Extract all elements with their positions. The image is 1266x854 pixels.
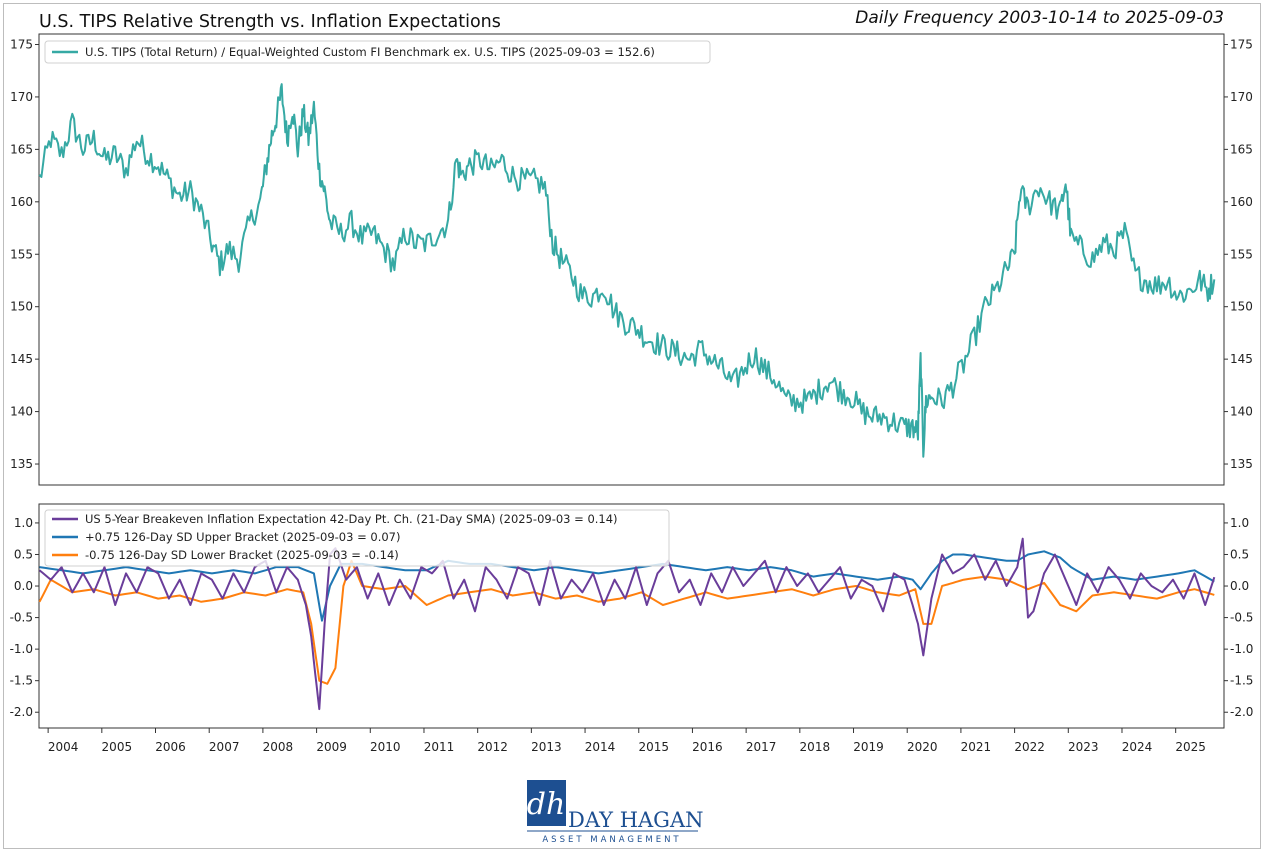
xtick-label: 2025 bbox=[1175, 740, 1206, 754]
top-ytick-left-label: 145 bbox=[10, 352, 33, 366]
x-axis: 2004 2005 2006 2007 2008 2009 2010 2011 2012 2013… bbox=[47, 728, 1206, 754]
xtick-label: 2023 bbox=[1068, 740, 1099, 754]
legend-label-tips: U.S. TIPS (Total Return) / Equal-Weighte… bbox=[85, 45, 655, 59]
top-legend-box bbox=[44, 40, 711, 64]
top-ytick-left-label: 155 bbox=[10, 247, 33, 261]
xtick-label: 2014 bbox=[585, 740, 616, 754]
bottom-ytick-left-label: -1.0 bbox=[10, 642, 33, 656]
xtick-label: 2012 bbox=[477, 740, 508, 754]
legend-label-breakeven: US 5-Year Breakeven Inflation Expectatio… bbox=[85, 512, 618, 526]
top-y-axis: 135 135 140 140 145 145 150 150 155 155 160 160 165 1… bbox=[10, 37, 1253, 471]
bottom-ytick-left-label: 0.0 bbox=[14, 579, 33, 593]
day-hagan-logo: dh DAY HAGAN ASSET MANAGEMENT bbox=[527, 780, 704, 845]
legend-label-upper: +0.75 126-Day SD Upper Bracket (2025-09-… bbox=[85, 530, 400, 544]
top-ytick-left-label: 140 bbox=[10, 405, 33, 419]
top-ytick-right-label: 150 bbox=[1230, 300, 1253, 314]
top-ytick-right-label: 140 bbox=[1230, 405, 1253, 419]
top-ytick-right-label: 160 bbox=[1230, 195, 1253, 209]
top-ytick-right-label: 135 bbox=[1230, 457, 1253, 471]
bottom-legend-box bbox=[44, 509, 670, 567]
xtick-label: 2013 bbox=[531, 740, 562, 754]
bottom-ytick-left-label: 0.5 bbox=[14, 547, 33, 561]
bottom-panel-frame bbox=[38, 503, 1225, 729]
chart-frame bbox=[3, 3, 1261, 849]
bottom-ytick-right-label: 0.0 bbox=[1230, 579, 1249, 593]
xtick-label: 2016 bbox=[692, 740, 723, 754]
logo-name: DAY HAGAN bbox=[568, 808, 704, 832]
top-ytick-left-label: 170 bbox=[10, 90, 33, 104]
legend-label-lower: -0.75 126-Day SD Lower Bracket (2025-09-… bbox=[85, 548, 399, 562]
bottom-ytick-right-label: 0.5 bbox=[1230, 547, 1249, 561]
xtick-label: 2009 bbox=[316, 740, 347, 754]
top-ytick-left-label: 175 bbox=[10, 37, 33, 51]
bottom-y-axis: -2.0 -2.0 -1.5 -1.5 -1.0 -1.0 -0.5 -0.5 0.0 0.0 0.… bbox=[10, 516, 1254, 719]
logo-tagline: ASSET MANAGEMENT bbox=[542, 835, 681, 845]
bottom-ytick-left-label: -1.5 bbox=[10, 674, 33, 688]
xtick-label: 2015 bbox=[638, 740, 669, 754]
bottom-ytick-left-label: -2.0 bbox=[10, 705, 33, 719]
xtick-label: 2004 bbox=[48, 740, 79, 754]
top-ytick-left-label: 135 bbox=[10, 457, 33, 471]
top-ytick-left-label: 160 bbox=[10, 195, 33, 209]
xtick-label: 2006 bbox=[155, 740, 186, 754]
top-ytick-right-label: 175 bbox=[1230, 37, 1253, 51]
top-legend: U.S. TIPS (Total Return) / Equal-Weighte… bbox=[44, 40, 711, 64]
top-ytick-right-label: 165 bbox=[1230, 142, 1253, 156]
bottom-ytick-right-label: -2.0 bbox=[1230, 705, 1253, 719]
bottom-ytick-left-label: -0.5 bbox=[10, 611, 33, 625]
breakeven-line bbox=[38, 537, 1216, 711]
top-panel-frame bbox=[38, 33, 1225, 486]
xtick-label: 2021 bbox=[961, 740, 992, 754]
top-ytick-right-label: 145 bbox=[1230, 352, 1253, 366]
xtick-label: 2008 bbox=[263, 740, 294, 754]
xtick-label: 2018 bbox=[800, 740, 831, 754]
chart-subtitle: Daily Frequency 2003-10-14 to 2025-09-03 bbox=[855, 8, 1224, 28]
xtick-label: 2022 bbox=[1014, 740, 1045, 754]
bottom-ytick-right-label: -1.5 bbox=[1230, 674, 1253, 688]
bottom-ytick-right-label: -0.5 bbox=[1230, 611, 1253, 625]
top-ytick-left-label: 150 bbox=[10, 300, 33, 314]
logo-mark-box bbox=[527, 780, 566, 826]
xtick-label: 2020 bbox=[907, 740, 938, 754]
xtick-label: 2024 bbox=[1122, 740, 1153, 754]
xtick-label: 2017 bbox=[746, 740, 777, 754]
top-ytick-right-label: 170 bbox=[1230, 90, 1253, 104]
bottom-ytick-left-label: 1.0 bbox=[14, 516, 33, 530]
top-ytick-left-label: 165 bbox=[10, 142, 33, 156]
bottom-legend: US 5-Year Breakeven Inflation Expectatio… bbox=[44, 509, 670, 567]
lower-bracket-line bbox=[38, 559, 1215, 685]
xtick-label: 2010 bbox=[370, 740, 401, 754]
chart-title: U.S. TIPS Relative Strength vs. Inflatio… bbox=[39, 12, 501, 32]
xtick-label: 2019 bbox=[853, 740, 884, 754]
xtick-label: 2011 bbox=[424, 740, 455, 754]
xtick-label: 2007 bbox=[209, 740, 240, 754]
xtick-label: 2005 bbox=[102, 740, 133, 754]
logo-mark-text: dh bbox=[527, 787, 566, 822]
bottom-ytick-right-label: 1.0 bbox=[1230, 516, 1249, 530]
bottom-ytick-right-label: -1.0 bbox=[1230, 642, 1253, 656]
tips-relative-strength-line bbox=[38, 83, 1216, 458]
top-ytick-right-label: 155 bbox=[1230, 247, 1253, 261]
top-plot-area bbox=[38, 83, 1216, 458]
